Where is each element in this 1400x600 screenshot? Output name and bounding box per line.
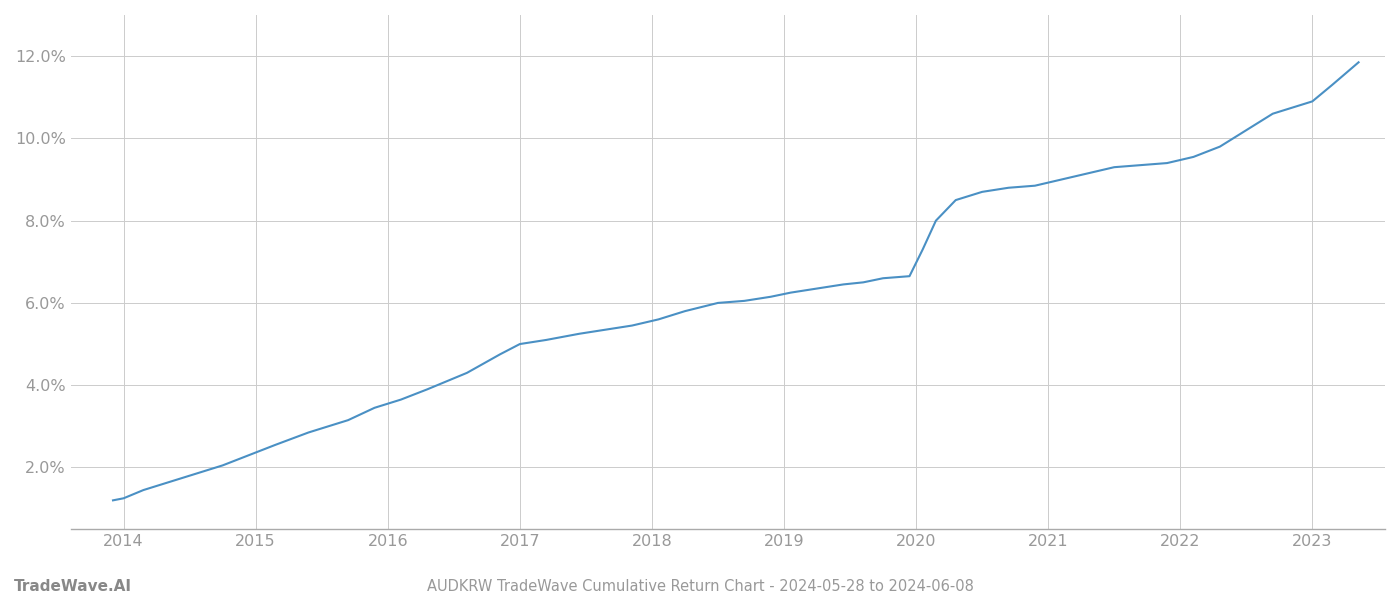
Text: TradeWave.AI: TradeWave.AI bbox=[14, 579, 132, 594]
Text: AUDKRW TradeWave Cumulative Return Chart - 2024-05-28 to 2024-06-08: AUDKRW TradeWave Cumulative Return Chart… bbox=[427, 579, 973, 594]
